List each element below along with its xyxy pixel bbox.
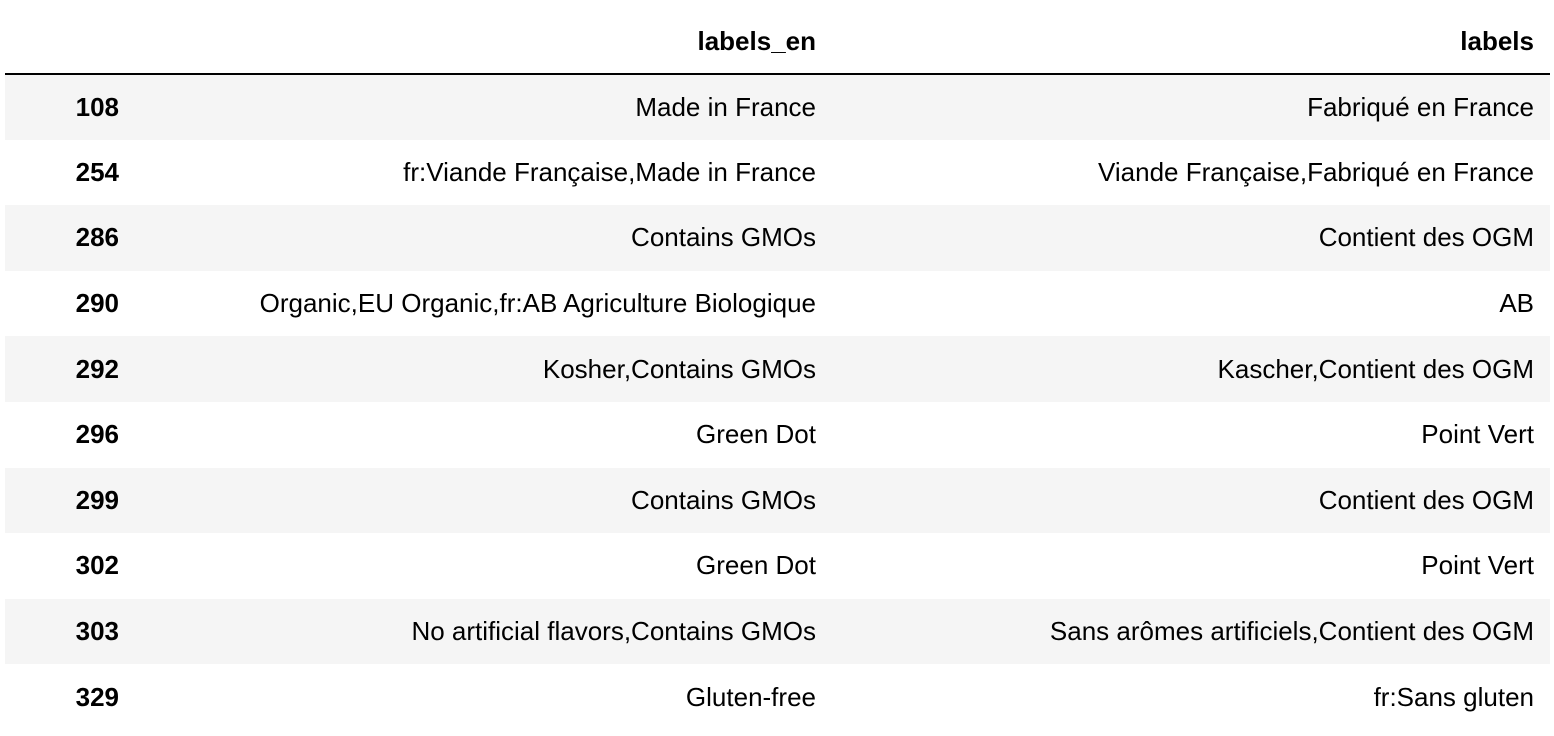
labels-en-cell: No artificial flavors,Contains GMOs [411,616,816,647]
labels-cell: Contient des OGM [1318,484,1534,515]
labels-column-header: labels [832,10,1550,75]
row-index: 329 [75,681,119,712]
table-row: 329 Gluten-free fr:Sans gluten [5,664,1550,730]
row-index: 299 [75,484,119,515]
labels-en-cell: Gluten-free [685,681,816,712]
labels-en-cell: fr:Viande Française,Made in France [403,156,816,187]
table-row: 254 fr:Viande Française,Made in France V… [5,139,1550,206]
index-column-header [5,10,135,75]
table-header: labels_en labels [5,10,1550,75]
table-row: 296 Green Dot Point Vert [5,401,1550,468]
labels-cell: Point Vert [1421,550,1534,581]
table-row: 299 Contains GMOs Contient des OGM [5,467,1550,534]
labels-en-column-header: labels_en [135,10,832,75]
labels-cell: AB [1499,288,1534,319]
table-body: 108 Made in France Fabriqué en France 25… [5,74,1550,730]
labels-cell: Fabriqué en France [1307,91,1534,122]
dataframe-table: labels_en labels 108 Made in France Fabr… [5,10,1550,730]
labels-en-cell: Kosher,Contains GMOs [542,353,816,384]
header-row: labels_en labels [5,10,1550,75]
row-index: 108 [75,91,119,122]
labels-cell: Kascher,Contient des OGM [1217,353,1534,384]
table-row: 292 Kosher,Contains GMOs Kascher,Contien… [5,336,1550,402]
labels-cell: Viande Française,Fabriqué en France [1098,156,1534,187]
labels-cell: Sans arômes artificiels,Contient des OGM [1049,616,1534,647]
labels-cell: Point Vert [1421,419,1534,450]
labels-en-cell: Organic,EU Organic,fr:AB Agriculture Bio… [259,288,816,319]
labels-cell: Contient des OGM [1318,222,1534,253]
labels-cell: fr:Sans gluten [1373,681,1534,712]
row-index: 303 [75,616,119,647]
table-row: 303 No artificial flavors,Contains GMOs … [5,598,1550,665]
table-row: 290 Organic,EU Organic,fr:AB Agriculture… [5,270,1550,337]
table-row: 286 Contains GMOs Contient des OGM [5,205,1550,271]
table-row: 108 Made in France Fabriqué en France [5,74,1550,140]
row-index: 286 [75,222,119,253]
labels-en-cell: Made in France [635,91,816,122]
labels-en-cell: Contains GMOs [631,222,816,253]
table-row: 302 Green Dot Point Vert [5,533,1550,599]
row-index: 254 [75,156,119,187]
row-index: 302 [75,550,119,581]
row-index: 296 [75,419,119,450]
row-index: 290 [75,288,119,319]
labels-en-cell: Green Dot [696,550,816,581]
row-index: 292 [75,353,119,384]
labels-en-cell: Contains GMOs [631,484,816,515]
labels-en-cell: Green Dot [696,419,816,450]
